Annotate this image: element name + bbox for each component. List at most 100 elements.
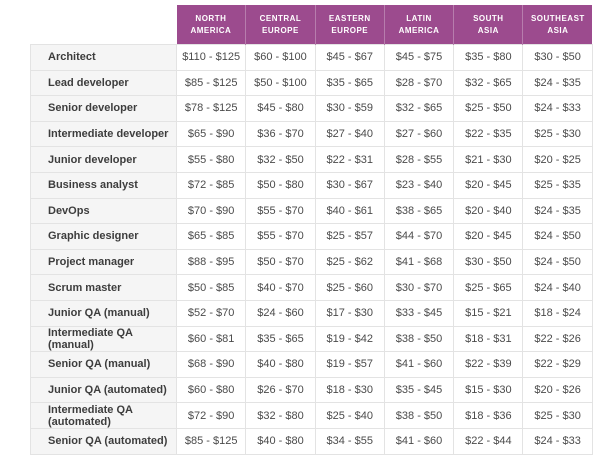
rate-cell: $33 - $45 (383, 299, 455, 327)
rate-cell: $15 - $21 (453, 299, 524, 327)
table-row: Junior QA (manual) $52 - $70 $24 - $60 $17 … (30, 299, 593, 327)
row-label: Intermediate QA (manual) (30, 325, 177, 353)
rate-cell: $25 - $40 (314, 402, 385, 429)
rate-cell: $24 - $50 (522, 248, 593, 276)
rate-cell: $27 - $60 (383, 120, 455, 148)
rate-cell: $24 - $50 (522, 223, 593, 250)
table-row: Senior QA (manual) $68 - $90 $40 - $80 $19 … (30, 351, 593, 378)
row-label: Graphic designer (30, 223, 177, 250)
rate-cell: $110 - $125 (175, 44, 247, 71)
row-label: Senior QA (automated) (30, 427, 177, 455)
rate-cell: $25 - $35 (522, 171, 593, 199)
rate-cell: $22 - $31 (314, 146, 385, 173)
row-label: Intermediate developer (30, 120, 177, 148)
rate-cell: $30 - $70 (383, 274, 455, 301)
rate-cell: $24 - $35 (522, 69, 593, 97)
table-row: Junior QA (automated) $60 - $80 $26 - $70 $… (30, 376, 593, 404)
rate-cell: $55 - $70 (245, 223, 316, 250)
rate-cell: $68 - $90 (175, 351, 247, 378)
row-label: Senior developer (30, 95, 177, 122)
table-row: Intermediate QA (manual) $60 - $81 $35 - $… (30, 325, 593, 353)
table-row: Senior QA (automated) $85 - $125 $40 - $80… (30, 427, 593, 455)
rate-cell: $38 - $50 (383, 402, 455, 429)
rate-cell: $36 - $70 (245, 120, 316, 148)
rate-cell: $32 - $80 (245, 402, 316, 429)
rate-cell: $19 - $42 (314, 325, 385, 353)
table-row: Scrum master $50 - $85 $40 - $70 $25 - $60 $… (30, 274, 593, 301)
rate-cell: $32 - $65 (383, 95, 455, 122)
rate-cell: $18 - $36 (453, 402, 524, 429)
rate-cell: $40 - $61 (314, 197, 385, 225)
rate-cell: $21 - $30 (453, 146, 524, 173)
rate-cell: $45 - $75 (383, 44, 455, 71)
row-label: Junior QA (manual) (30, 299, 177, 327)
rate-cell: $78 - $125 (175, 95, 247, 122)
rate-cell: $44 - $70 (383, 223, 455, 250)
rate-cell: $50 - $100 (245, 69, 316, 97)
rate-cell: $30 - $50 (453, 248, 524, 276)
rate-cell: $24 - $33 (522, 95, 593, 122)
column-header-latin-america: LATIN AMERICA (383, 5, 454, 45)
row-label: Junior QA (automated) (30, 376, 177, 404)
row-label: Junior developer (30, 146, 177, 173)
table-row: Intermediate developer $65 - $90 $36 - $70… (30, 120, 593, 148)
table-header: NORTH AMERICA CENTRAL EUROPE EASTERN EUROPE LA… (30, 5, 593, 45)
rate-cell: $60 - $80 (175, 376, 247, 404)
rate-cell: $50 - $85 (175, 274, 247, 301)
rate-cell: $26 - $70 (245, 376, 316, 404)
rate-cell: $28 - $55 (383, 146, 455, 173)
rate-cell: $25 - $30 (522, 402, 593, 429)
rate-cell: $23 - $40 (383, 171, 455, 199)
row-label: Project manager (30, 248, 177, 276)
row-label: DevOps (30, 197, 177, 225)
rate-cell: $22 - $29 (522, 351, 593, 378)
rate-cell: $25 - $57 (314, 223, 385, 250)
row-label: Scrum master (30, 274, 177, 301)
rate-cell: $50 - $70 (245, 248, 316, 276)
rate-cell: $32 - $50 (245, 146, 316, 173)
rate-cell: $65 - $85 (175, 223, 247, 250)
rate-cell: $15 - $30 (453, 376, 524, 404)
rate-cell: $35 - $45 (383, 376, 455, 404)
rate-cell: $40 - $70 (245, 274, 316, 301)
row-label: Lead developer (30, 69, 177, 97)
rate-cell: $35 - $65 (314, 69, 385, 97)
rate-cell: $41 - $68 (383, 248, 455, 276)
rate-cell: $28 - $70 (383, 69, 455, 97)
rate-cell: $60 - $81 (175, 325, 247, 353)
rate-cell: $20 - $45 (453, 223, 524, 250)
rate-cell: $85 - $125 (175, 427, 247, 455)
rates-table-section: NORTH AMERICA CENTRAL EUROPE EASTERN EUROPE LA… (30, 5, 593, 455)
table-row: Senior developer $78 - $125 $45 - $80 $30 -… (30, 95, 593, 122)
rate-cell: $25 - $62 (314, 248, 385, 276)
rate-cell: $19 - $57 (314, 351, 385, 378)
rate-cell: $25 - $65 (453, 274, 524, 301)
rate-cell: $55 - $70 (245, 197, 316, 225)
column-header-eastern-europe: EASTERN EUROPE (314, 5, 385, 45)
column-header-south-asia: SOUTH ASIA (453, 5, 523, 45)
rate-cell: $45 - $80 (245, 95, 316, 122)
rate-cell: $24 - $40 (522, 274, 593, 301)
rate-cell: $38 - $65 (383, 197, 455, 225)
table-row: Architect $110 - $125 $60 - $100 $45 - $67 $… (30, 44, 593, 71)
rate-cell: $25 - $50 (453, 95, 524, 122)
header-row: NORTH AMERICA CENTRAL EUROPE EASTERN EUROPE LA… (30, 5, 593, 45)
rate-cell: $22 - $39 (453, 351, 524, 378)
rate-cell: $70 - $90 (175, 197, 247, 225)
rate-cell: $88 - $95 (175, 248, 247, 276)
rate-cell: $40 - $80 (245, 427, 316, 455)
rate-cell: $41 - $60 (383, 351, 455, 378)
rate-cell: $35 - $80 (453, 44, 524, 71)
table-row: Intermediate QA (automated) $72 - $90 $32 … (30, 402, 593, 429)
rate-cell: $72 - $85 (175, 171, 247, 199)
rate-cell: $20 - $40 (453, 197, 524, 225)
table-row: Graphic designer $65 - $85 $55 - $70 $25 - … (30, 223, 593, 250)
rate-cell: $27 - $40 (314, 120, 385, 148)
rate-cell: $50 - $80 (245, 171, 316, 199)
rate-cell: $85 - $125 (175, 69, 247, 97)
rate-cell: $41 - $60 (383, 427, 455, 455)
rate-cell: $30 - $50 (522, 44, 593, 71)
rate-cell: $22 - $44 (453, 427, 524, 455)
rate-cell: $20 - $25 (522, 146, 593, 173)
rate-cell: $65 - $90 (175, 120, 247, 148)
